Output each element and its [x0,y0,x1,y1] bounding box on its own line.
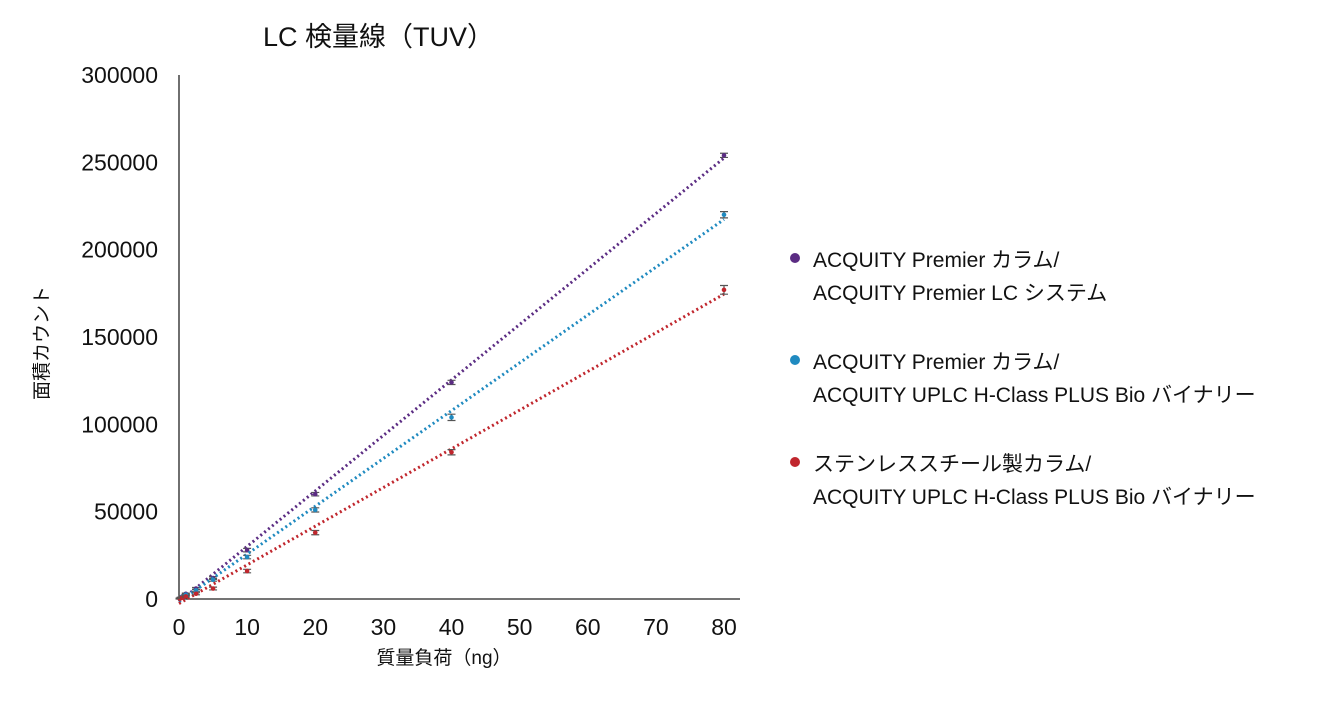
y-tick-label: 150000 [81,324,158,350]
y-tick-label: 50000 [94,499,158,525]
legend-label: ACQUITY Premier LC システム [813,282,1108,305]
x-tick-label: 30 [371,614,397,640]
series-1 [175,152,728,604]
trendline [178,292,725,605]
data-point [449,415,454,420]
data-point [312,530,318,535]
legend-marker [790,253,800,263]
x-tick-label: 50 [507,614,533,640]
x-tick-label: 0 [173,614,186,640]
y-axis-label: 面積カウント [31,286,53,400]
x-axis-label: 質量負荷（ng） [376,647,511,669]
data-point [244,547,250,553]
data-point [721,287,727,293]
data-point [210,586,216,591]
x-axis-ticks: 0 10 20 30 40 50 60 70 80 [173,614,737,640]
x-tick-label: 20 [302,614,328,640]
data-point [193,587,199,593]
y-tick-label: 300000 [81,62,158,88]
data-point [193,591,199,597]
data-point [449,449,454,455]
y-axis-ticks: 0 50000 100000 150000 200000 250000 300000 [81,62,158,612]
data-point [449,380,454,385]
y-tick-label: 0 [145,586,158,612]
series-2 [175,210,728,604]
legend-item: ACQUITY Premier カラム/ACQUITY UPLC H-Class… [790,346,1256,412]
series-3 [175,284,728,605]
x-tick-label: 40 [439,614,465,640]
legend-label: ステンレススチール製カラム/ [813,453,1092,476]
y-tick-label: 100000 [81,411,158,437]
legend-marker [790,355,800,365]
trendline [178,218,725,604]
legend-label: ACQUITY Premier カラム/ [813,351,1060,374]
x-tick-label: 70 [643,614,669,640]
data-point [244,568,250,574]
plot-series [175,152,728,605]
data-point [721,212,727,218]
legend-item: ACQUITY Premier カラム/ACQUITY Premier LC シ… [790,244,1256,310]
data-point [183,594,189,599]
chart-title: LC 検量線（TUV） [263,22,494,52]
data-point [312,507,318,513]
legend-label: ACQUITY UPLC H-Class PLUS Bio バイナリー [813,486,1256,509]
x-tick-label: 10 [234,614,260,640]
data-point [312,491,318,497]
data-point [244,554,250,560]
y-tick-label: 200000 [81,237,158,263]
chart-legend: ACQUITY Premier カラム/ACQUITY Premier LC シ… [790,244,1256,550]
data-point [210,577,216,583]
x-tick-label: 80 [711,614,737,640]
legend-label: ACQUITY Premier カラム/ [813,249,1060,272]
data-point [721,153,727,158]
x-tick-label: 60 [575,614,601,640]
y-tick-label: 250000 [81,149,158,175]
legend-item: ステンレススチール製カラム/ACQUITY UPLC H-Class PLUS … [790,448,1256,514]
legend-label: ACQUITY UPLC H-Class PLUS Bio バイナリー [813,384,1256,407]
legend-marker [790,457,800,467]
